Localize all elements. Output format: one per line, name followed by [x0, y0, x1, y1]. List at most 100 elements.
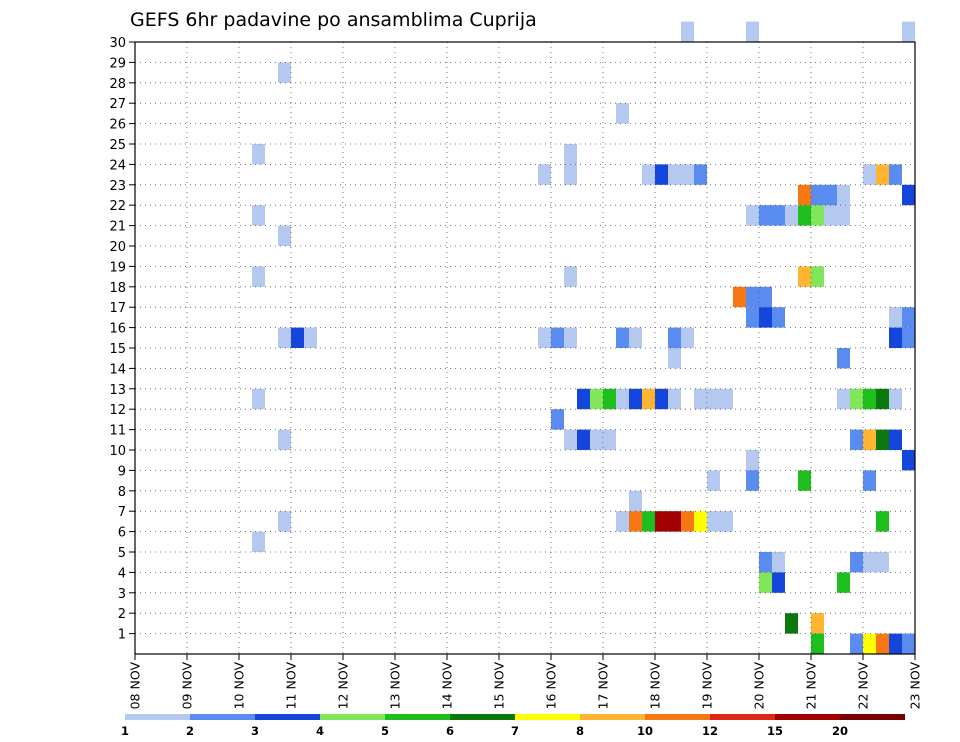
precip-cell	[889, 429, 902, 450]
precip-cell	[837, 348, 850, 369]
precip-cell	[902, 633, 915, 654]
precip-cell	[811, 205, 824, 226]
precip-cell	[694, 164, 707, 185]
legend-label: 1	[121, 724, 129, 738]
precip-cell	[837, 388, 850, 410]
x-tick-label: 18 NOV	[648, 662, 663, 710]
precip-cell	[629, 388, 642, 410]
y-tick-label: 29	[109, 56, 126, 71]
legend-label: 6	[446, 724, 454, 738]
y-tick-label: 2	[118, 607, 126, 622]
precip-cell	[278, 429, 291, 450]
y-tick-label: 8	[118, 485, 126, 500]
precip-cell	[811, 613, 824, 634]
x-tick-label: 20 NOV	[752, 662, 767, 710]
y-tick-label: 21	[109, 220, 126, 235]
precip-cell	[252, 531, 265, 552]
legend-swatch	[775, 714, 840, 720]
chart-title: GEFS 6hr padavine po ansamblima Cuprija	[130, 9, 537, 31]
precip-cells	[252, 21, 915, 654]
precip-cell	[759, 205, 772, 226]
y-tick-label: 13	[109, 383, 126, 398]
precip-cell	[681, 164, 694, 185]
precip-cell	[863, 429, 876, 450]
y-tick-label: 12	[109, 403, 126, 418]
precip-cell	[772, 552, 785, 573]
precip-cell	[785, 613, 798, 634]
precip-cell	[902, 450, 915, 471]
precip-cell	[759, 572, 772, 593]
precip-cell	[746, 470, 759, 491]
precip-cell	[850, 552, 863, 573]
precip-cell	[252, 205, 265, 226]
x-tick-label: 17 NOV	[596, 662, 611, 710]
legend-label: 3	[251, 724, 259, 738]
precip-cell	[746, 286, 759, 308]
x-tick-label: 19 NOV	[700, 662, 715, 710]
legend-swatch	[450, 714, 515, 720]
precip-cell	[785, 205, 798, 226]
y-tick-label: 5	[118, 546, 126, 561]
x-tick-label: 10 NOV	[232, 662, 247, 710]
precip-cell	[564, 429, 577, 450]
precip-cell	[642, 388, 655, 410]
precip-cell	[551, 409, 564, 430]
y-tick-label: 18	[109, 281, 126, 296]
x-tick-label: 11 NOV	[284, 662, 299, 710]
precip-cell	[772, 572, 785, 593]
precip-cell	[629, 490, 642, 512]
precip-cell	[837, 572, 850, 593]
color-legend: 1 2 3 4 5 6 7 8 10 12 15 20	[121, 714, 905, 738]
precip-cell	[252, 388, 265, 410]
y-tick-label: 11	[109, 424, 126, 439]
legend-label: 10	[637, 724, 653, 738]
legend-label: 8	[576, 724, 584, 738]
precip-cell	[863, 633, 876, 654]
precip-cell	[889, 327, 902, 348]
precip-cell	[746, 21, 759, 42]
precip-cell	[655, 511, 668, 532]
precip-cell	[902, 184, 915, 206]
precip-cell	[642, 164, 655, 185]
precip-cell	[278, 327, 291, 348]
y-tick-label: 28	[109, 77, 126, 92]
precip-cell	[759, 307, 772, 328]
precip-cell	[876, 633, 889, 654]
x-axis: 08 NOV 09 NOV 10 NOV 11 NOV 12 NOV 13 NOV 14 N…	[128, 654, 923, 709]
legend-label: 7	[511, 724, 519, 738]
precip-cell	[824, 205, 837, 226]
precip-cell	[798, 205, 811, 226]
precip-cell	[538, 327, 551, 348]
x-tick-label: 09 NOV	[180, 662, 195, 710]
precip-cell	[564, 144, 577, 165]
precip-cell	[746, 307, 759, 328]
precip-cell	[564, 327, 577, 348]
legend-label: 12	[702, 724, 718, 738]
precip-cell	[850, 388, 863, 410]
y-tick-label: 16	[109, 322, 126, 337]
precip-cell	[668, 388, 681, 410]
precip-cell	[603, 429, 616, 450]
precip-cell	[876, 429, 889, 450]
precip-cell	[889, 307, 902, 328]
x-tick-label: 14 NOV	[440, 662, 455, 710]
precip-cell	[577, 388, 590, 410]
legend-swatch	[190, 714, 255, 720]
precip-cell	[694, 388, 707, 410]
y-tick-label: 24	[109, 158, 126, 173]
precip-cell	[902, 21, 915, 42]
precip-cell	[603, 388, 616, 410]
precip-cell	[538, 164, 551, 185]
precip-cell	[668, 164, 681, 185]
y-tick-label: 25	[109, 138, 126, 153]
legend-label: 4	[316, 724, 324, 738]
y-tick-label: 20	[109, 240, 126, 255]
precip-cell	[681, 21, 694, 42]
precip-cell	[278, 511, 291, 532]
y-tick-label: 30	[109, 36, 126, 51]
y-tick-label: 23	[109, 179, 126, 194]
legend-swatch	[385, 714, 450, 720]
y-tick-label: 15	[109, 342, 126, 357]
x-tick-label: 13 NOV	[388, 662, 403, 710]
